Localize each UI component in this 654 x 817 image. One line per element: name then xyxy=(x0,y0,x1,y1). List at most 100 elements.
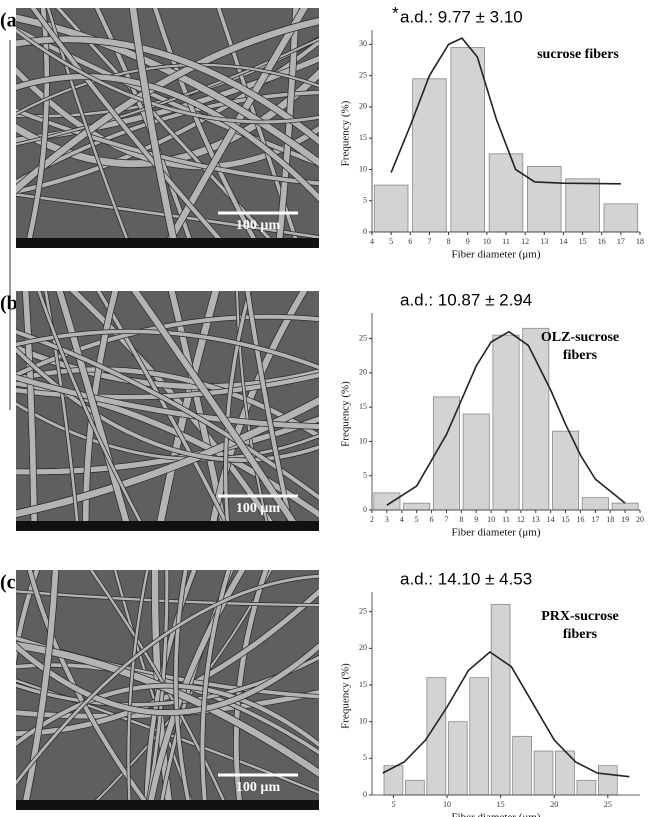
fiber xyxy=(37,291,142,521)
bar xyxy=(581,497,609,511)
fiber xyxy=(16,74,319,202)
x-tick-label: 12 xyxy=(521,237,529,246)
fiber xyxy=(16,374,319,430)
x-tick-label: 15 xyxy=(579,237,587,246)
y-tick-label: 5 xyxy=(363,196,367,205)
fit-line xyxy=(390,37,621,185)
x-tick-label: 7 xyxy=(444,515,448,524)
y-tick-label: 25 xyxy=(359,333,367,342)
fiber xyxy=(16,642,319,716)
chart-title: a.d.: 9.77 ± 3.10 xyxy=(400,7,523,26)
fiber xyxy=(223,291,252,521)
bar xyxy=(403,502,431,511)
y-tick-label: 15 xyxy=(359,680,367,689)
y-tick-label: 10 xyxy=(359,716,367,725)
fiber xyxy=(144,570,197,800)
x-tick-label: 10 xyxy=(483,237,491,246)
y-tick-label: 25 xyxy=(359,606,367,615)
fiber xyxy=(22,291,37,521)
x-tick-label: 25 xyxy=(604,800,612,809)
x-tick-label: 14 xyxy=(547,515,555,524)
fiber xyxy=(129,8,177,238)
y-tick-label: 0 xyxy=(363,227,367,236)
info-bar xyxy=(16,521,319,531)
fiber xyxy=(200,570,231,800)
fiber xyxy=(16,346,319,462)
annotation: fibers xyxy=(563,627,598,642)
bar xyxy=(450,47,485,233)
x-tick-label: 11 xyxy=(502,237,510,246)
bar xyxy=(462,413,490,511)
title-mark: * xyxy=(392,3,399,22)
fiber xyxy=(173,570,190,800)
bar xyxy=(447,721,468,796)
x-tick-label: 19 xyxy=(621,515,629,524)
y-tick-label: 15 xyxy=(359,402,367,411)
y-tick-label: 0 xyxy=(363,505,367,514)
fibers xyxy=(16,8,319,238)
bar xyxy=(527,165,562,233)
fiber xyxy=(127,570,149,800)
bar xyxy=(488,153,524,233)
x-tick-label: 15 xyxy=(497,800,505,809)
fiber xyxy=(56,291,130,521)
x-tick-label: 6 xyxy=(430,515,434,524)
x-axis-label: Fiber diameter (μm) xyxy=(452,527,541,539)
scale-bar-label: 100 µm xyxy=(236,218,281,233)
x-axis-label: Fiber diameter (μm) xyxy=(452,812,541,817)
fiber xyxy=(23,570,59,800)
x-tick-label: 8 xyxy=(447,237,451,246)
bar xyxy=(412,78,447,233)
info-bar xyxy=(16,800,319,810)
fiber xyxy=(16,396,319,518)
x-tick-label: 13 xyxy=(532,515,540,524)
fiber xyxy=(235,291,268,521)
chart-title: a.d.: 10.87 ± 2.94 xyxy=(400,290,532,309)
x-tick-label: 2 xyxy=(370,515,374,524)
x-tick-label: 5 xyxy=(415,515,419,524)
fiber xyxy=(152,8,256,238)
scale-bar-label: 100 µm xyxy=(236,780,281,795)
fiber xyxy=(16,574,319,786)
annotation: fibers xyxy=(563,348,598,363)
x-tick-label: 6 xyxy=(408,237,412,246)
y-tick-label: 10 xyxy=(359,436,367,445)
annotation: OLZ-sucrose xyxy=(541,330,619,345)
fit-line xyxy=(386,330,626,506)
x-tick-label: 10 xyxy=(443,800,451,809)
y-tick-label: 30 xyxy=(359,39,367,48)
x-tick-label: 11 xyxy=(502,515,510,524)
x-tick-label: 20 xyxy=(636,515,644,524)
fiber xyxy=(131,291,296,521)
y-tick-label: 0 xyxy=(363,790,367,799)
bar xyxy=(565,178,600,233)
bar xyxy=(522,327,550,511)
bar xyxy=(373,184,409,233)
y-axis-label: Frequency (%) xyxy=(340,381,352,447)
bar xyxy=(469,677,490,796)
y-tick-label: 10 xyxy=(359,164,367,173)
bar xyxy=(598,765,618,796)
scale-bar-label: 100 µm xyxy=(236,501,281,516)
bar xyxy=(533,750,554,796)
y-tick-label: 5 xyxy=(363,471,367,480)
x-tick-label: 9 xyxy=(474,515,478,524)
y-axis-label: Frequency (%) xyxy=(340,100,352,166)
x-tick-label: 16 xyxy=(598,237,606,246)
y-axis-label: Frequency (%) xyxy=(340,663,352,729)
fiber xyxy=(16,402,319,461)
fiber xyxy=(44,291,79,521)
x-tick-label: 17 xyxy=(591,515,599,524)
x-tick-label: 13 xyxy=(540,237,548,246)
bar xyxy=(512,735,532,796)
fiber xyxy=(148,570,246,800)
y-tick-label: 5 xyxy=(363,753,367,762)
annotation: PRX-sucrose xyxy=(541,609,619,624)
bar xyxy=(492,334,520,511)
chart-title: a.d.: 14.10 ± 4.53 xyxy=(400,569,532,588)
fiber xyxy=(16,108,319,186)
fiber xyxy=(16,28,319,124)
x-tick-label: 17 xyxy=(617,237,625,246)
x-tick-label: 5 xyxy=(391,800,395,809)
y-tick-label: 20 xyxy=(359,643,367,652)
